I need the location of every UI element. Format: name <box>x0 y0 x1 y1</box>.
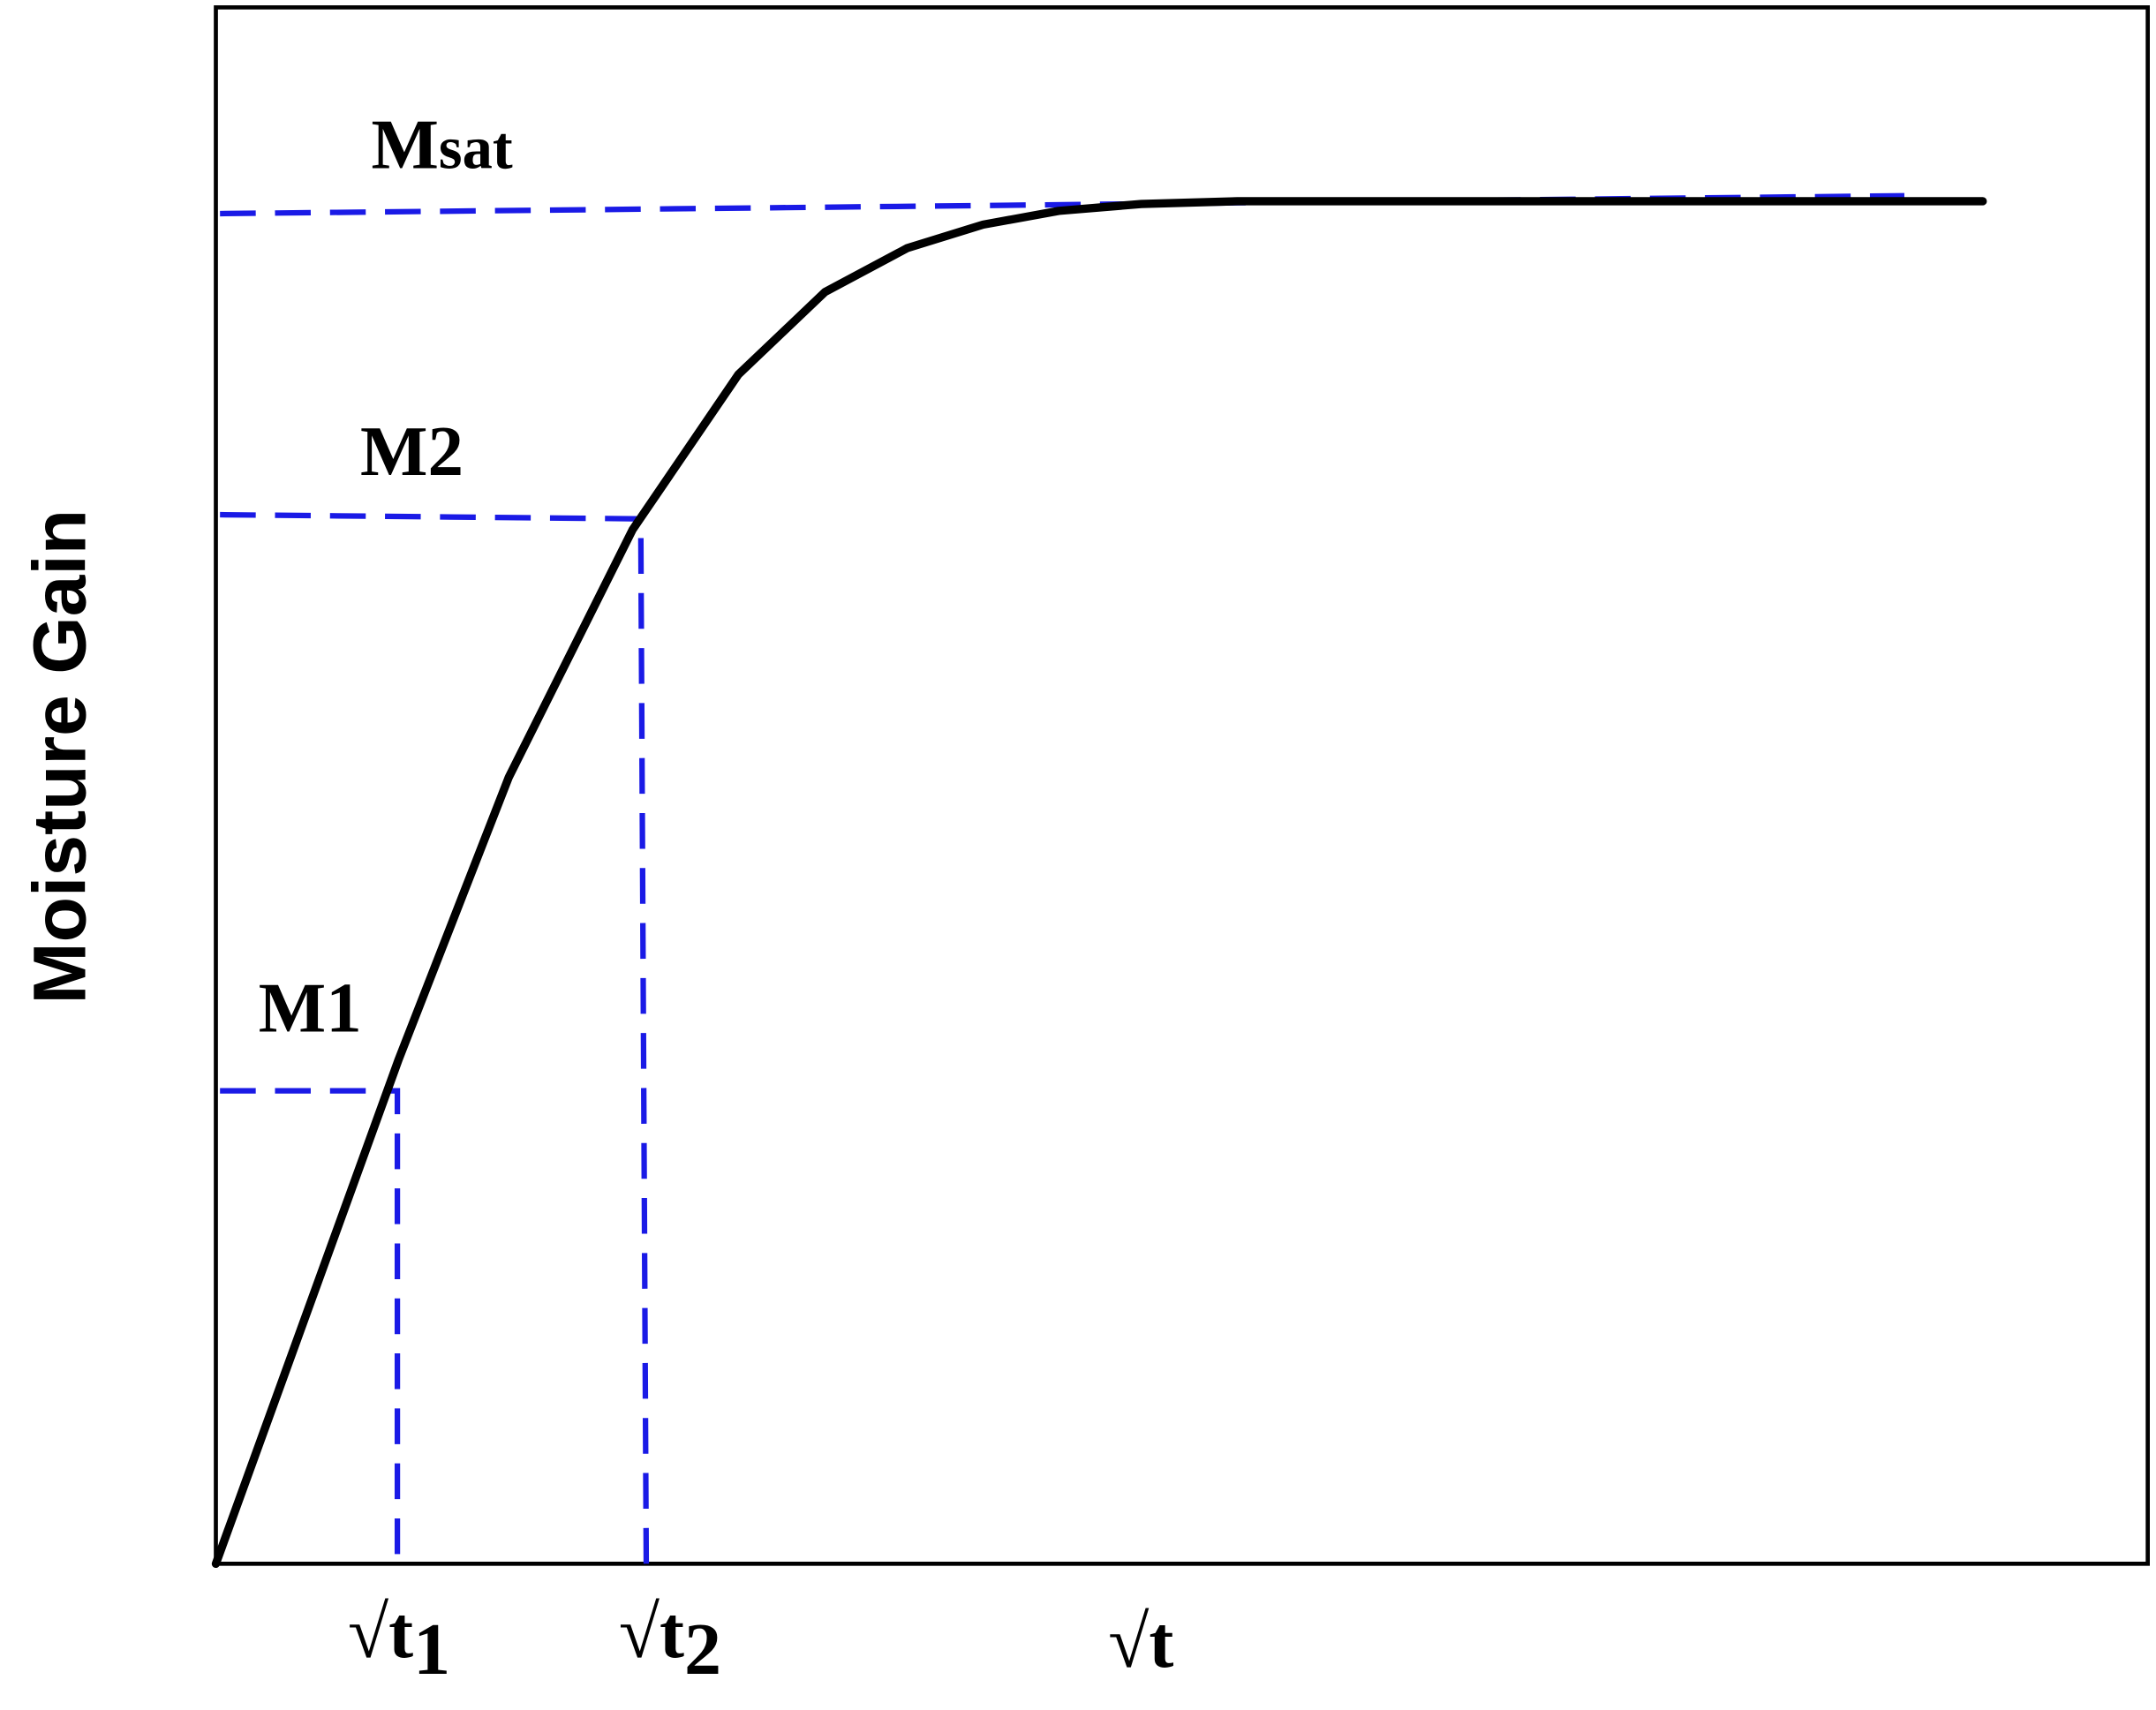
y-axis-label: Moisture Gain <box>19 509 102 1005</box>
label-sub: 2 <box>684 1608 721 1691</box>
label-base: M <box>360 411 427 491</box>
x-label: √t2 <box>619 1592 721 1691</box>
label-sub: sat <box>439 115 513 182</box>
moisture-curve <box>211 197 1987 1569</box>
label-base: √t <box>348 1592 413 1674</box>
label-base: M <box>259 968 326 1048</box>
label-base: M <box>371 105 438 185</box>
label-sub: 2 <box>427 411 463 491</box>
level-label: M2 <box>360 411 464 491</box>
x-label: √t1 <box>348 1592 450 1691</box>
m2-guide <box>220 511 650 1564</box>
label-sub: 1 <box>413 1608 450 1691</box>
x-label: √t <box>1108 1601 1173 1684</box>
label-sub: 1 <box>326 968 361 1048</box>
m1-guide <box>220 1088 401 1564</box>
level-label: M1 <box>259 968 362 1048</box>
frame <box>214 5 2150 1566</box>
label-base: √t <box>619 1592 684 1674</box>
level-label: Msat <box>371 105 512 185</box>
label-base: √t <box>1108 1601 1173 1684</box>
